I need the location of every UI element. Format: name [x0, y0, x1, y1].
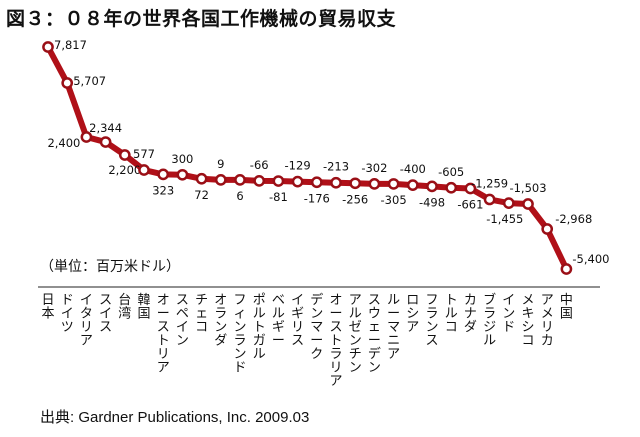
- data-point-20: [406, 179, 419, 191]
- category-label-25: インド: [502, 293, 515, 335]
- category-label-26: メキシコ: [521, 293, 534, 349]
- data-label-16: -213: [323, 160, 349, 174]
- data-label-13: -81: [269, 190, 288, 204]
- data-point-3: [80, 131, 93, 143]
- data-label-27: -2,968: [555, 212, 592, 226]
- data-point-22: [445, 181, 458, 194]
- data-point-27: [541, 223, 554, 235]
- data-point-21: [426, 180, 438, 193]
- category-label-16: オーストラリア: [329, 293, 342, 389]
- series-line: [45, 44, 570, 272]
- data-point-4: [99, 136, 112, 148]
- data-point-24: [483, 193, 496, 206]
- data-label-24: -1,259: [471, 176, 508, 190]
- data-label-15: -176: [304, 191, 330, 205]
- category-label-17: アルゼンチン: [349, 293, 362, 376]
- category-label-20: ロシア: [406, 293, 419, 335]
- category-label-5: 台湾: [118, 293, 131, 322]
- data-point-13: [272, 175, 285, 187]
- category-label-12: ポルトガル: [253, 293, 266, 362]
- data-label-2: 5,707: [73, 74, 106, 88]
- data-point-18: [368, 178, 381, 190]
- chart-title: 図３：０８年の世界各国工作機械の貿易収支: [6, 8, 397, 30]
- data-point-26: [522, 198, 534, 210]
- data-label-8: 300: [171, 152, 193, 166]
- category-label-28: 中国: [560, 293, 573, 322]
- data-point-8: [176, 168, 189, 181]
- data-point-19: [387, 178, 400, 190]
- data-point-7: [157, 168, 170, 181]
- data-label-5: 2,200: [108, 163, 141, 177]
- category-label-4: スイス: [99, 293, 112, 335]
- data-label-10: 9: [217, 157, 224, 171]
- source-note: 出典: Gardner Publications, Inc. 2009.03: [40, 409, 310, 426]
- category-label-11: フィンランド: [233, 293, 246, 376]
- data-label-12: -66: [250, 158, 269, 172]
- category-label-3: イタリア: [80, 293, 93, 349]
- data-point-16: [330, 176, 342, 189]
- category-label-21: フランス: [425, 293, 438, 349]
- data-label-3: 2,400: [47, 136, 80, 150]
- data-point-23: [464, 182, 477, 195]
- data-point-14: [291, 175, 304, 188]
- category-label-8: スペイン: [176, 293, 189, 349]
- data-point-1: [42, 41, 54, 53]
- data-point-5: [118, 149, 131, 161]
- data-point-17: [349, 177, 362, 190]
- data-label-28: -5,400: [572, 252, 609, 266]
- data-label-21: -498: [419, 195, 445, 209]
- category-label-9: チェコ: [195, 293, 208, 335]
- category-label-18: スウェーデン: [368, 293, 381, 376]
- data-label-25: -1,455: [486, 212, 523, 226]
- data-point-6: [138, 164, 150, 176]
- category-label-14: イギリス: [291, 293, 304, 349]
- data-label-9: 72: [194, 188, 209, 202]
- category-label-10: オランダ: [214, 293, 227, 349]
- data-label-17: -256: [342, 192, 368, 206]
- data-point-11: [234, 174, 246, 186]
- category-label-19: ルーマニア: [387, 293, 400, 362]
- data-label-26: -1,503: [509, 181, 546, 195]
- category-label-7: オーストリア: [157, 293, 170, 376]
- data-label-19: -305: [381, 193, 407, 207]
- data-point-10: [214, 173, 227, 186]
- data-label-11: 6: [236, 189, 243, 203]
- category-label-13: ベルギー: [272, 293, 285, 349]
- data-point-2: [61, 77, 74, 89]
- category-label-23: カナダ: [464, 293, 477, 335]
- data-label-20: -400: [400, 162, 426, 176]
- data-label-1: 7,817: [54, 38, 87, 52]
- data-point-28: [560, 263, 573, 275]
- category-label-27: アメリカ: [541, 293, 554, 349]
- category-label-6: 韓国: [137, 293, 150, 322]
- category-label-22: トルコ: [445, 293, 458, 335]
- data-label-23: -661: [457, 197, 483, 211]
- data-label-14: -129: [285, 159, 311, 173]
- data-label-18: -302: [361, 161, 387, 175]
- unit-note: （単位：百万米ドル）: [40, 259, 180, 275]
- data-point-25: [502, 197, 515, 209]
- category-label-24: ブラジル: [483, 292, 496, 349]
- data-point-9: [195, 172, 208, 185]
- data-label-4: 2,344: [89, 121, 122, 135]
- category-label-2: ドイツ: [61, 293, 74, 335]
- data-label-7: 323: [152, 183, 174, 197]
- category-label-1: 日本: [41, 293, 54, 322]
- data-point-15: [310, 176, 323, 189]
- category-label-15: デンマーク: [310, 292, 323, 362]
- data-label-22: -605: [438, 165, 464, 179]
- data-point-12: [253, 174, 266, 187]
- data-label-6: 577: [133, 147, 155, 161]
